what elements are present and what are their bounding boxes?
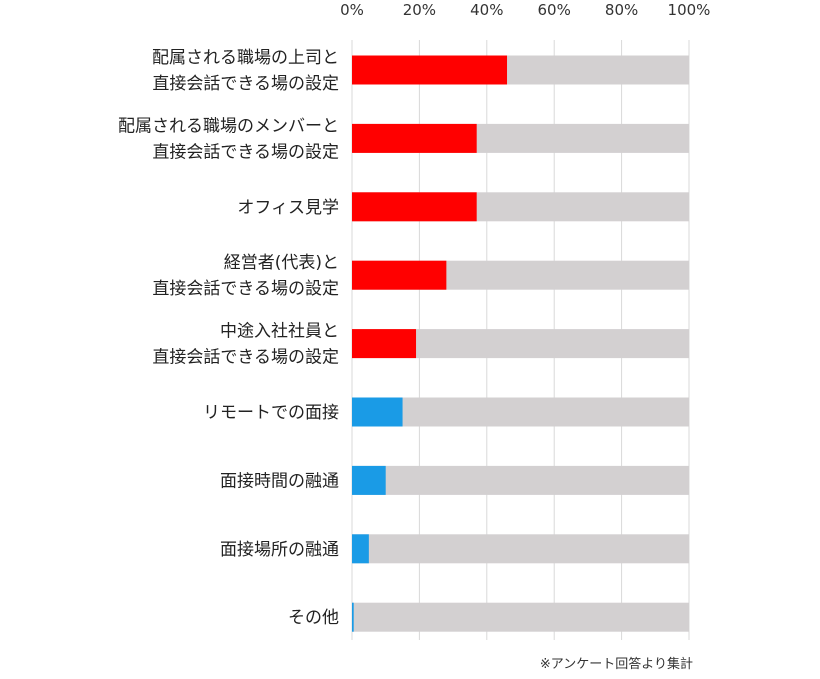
x-tick-label: 100% xyxy=(668,1,711,19)
bar-value xyxy=(352,397,403,427)
category-label: その他 xyxy=(288,608,339,628)
bars xyxy=(352,55,689,632)
bar-remainder xyxy=(352,465,689,495)
category-label-line: 直接会話できる場の設定 xyxy=(152,142,339,162)
bar-remainder xyxy=(352,397,689,427)
category-label: 経営者(代表)と直接会話できる場の設定 xyxy=(152,253,339,299)
x-tick-label: 20% xyxy=(403,1,436,19)
category-label-line: 中途入社社員と xyxy=(220,322,339,342)
category-label: リモートでの面接 xyxy=(203,403,339,423)
bar-value xyxy=(352,329,417,359)
category-label-line: オフィス見学 xyxy=(237,198,339,218)
x-tick-label: 0% xyxy=(340,1,364,19)
x-tick-label: 80% xyxy=(605,1,638,19)
bar-remainder xyxy=(352,534,689,564)
category-labels: 配属される職場の上司と直接会話できる場の設定配属される職場のメンバーと直接会話で… xyxy=(118,48,339,628)
category-label: 中途入社社員と直接会話できる場の設定 xyxy=(152,322,339,368)
bar-value xyxy=(352,465,386,495)
category-label-line: 配属される職場のメンバーと xyxy=(118,116,339,136)
bar-value xyxy=(352,534,369,564)
category-label-line: その他 xyxy=(288,608,339,628)
category-label-line: 配属される職場の上司と xyxy=(152,48,339,68)
category-label-line: 面接時間の融通 xyxy=(220,471,339,491)
category-label: 配属される職場のメンバーと直接会話できる場の設定 xyxy=(118,116,339,162)
bar-value xyxy=(352,260,447,290)
category-label: 面接時間の融通 xyxy=(220,471,339,491)
category-label: 面接場所の融通 xyxy=(220,540,339,560)
category-label-line: 直接会話できる場の設定 xyxy=(152,348,339,368)
category-label-line: 経営者(代表)と xyxy=(224,253,339,273)
category-label-line: リモートでの面接 xyxy=(203,403,339,423)
bar-value xyxy=(352,55,508,85)
category-label: 配属される職場の上司と直接会話できる場の設定 xyxy=(152,48,339,94)
x-tick-label: 40% xyxy=(470,1,503,19)
bar-value xyxy=(352,602,354,632)
category-label-line: 面接場所の融通 xyxy=(220,540,339,560)
category-label-line: 直接会話できる場の設定 xyxy=(152,74,339,94)
category-label: オフィス見学 xyxy=(237,198,339,218)
source-note: ※アンケート回答より集計 xyxy=(540,656,693,672)
x-tick-label: 60% xyxy=(538,1,571,19)
x-axis-ticks: 0% 20% 40% 60% 80% 100% xyxy=(340,1,710,19)
bar-remainder xyxy=(352,602,689,632)
category-label-line: 直接会話できる場の設定 xyxy=(152,279,339,299)
bar-value xyxy=(352,192,477,222)
bar-value xyxy=(352,123,477,153)
